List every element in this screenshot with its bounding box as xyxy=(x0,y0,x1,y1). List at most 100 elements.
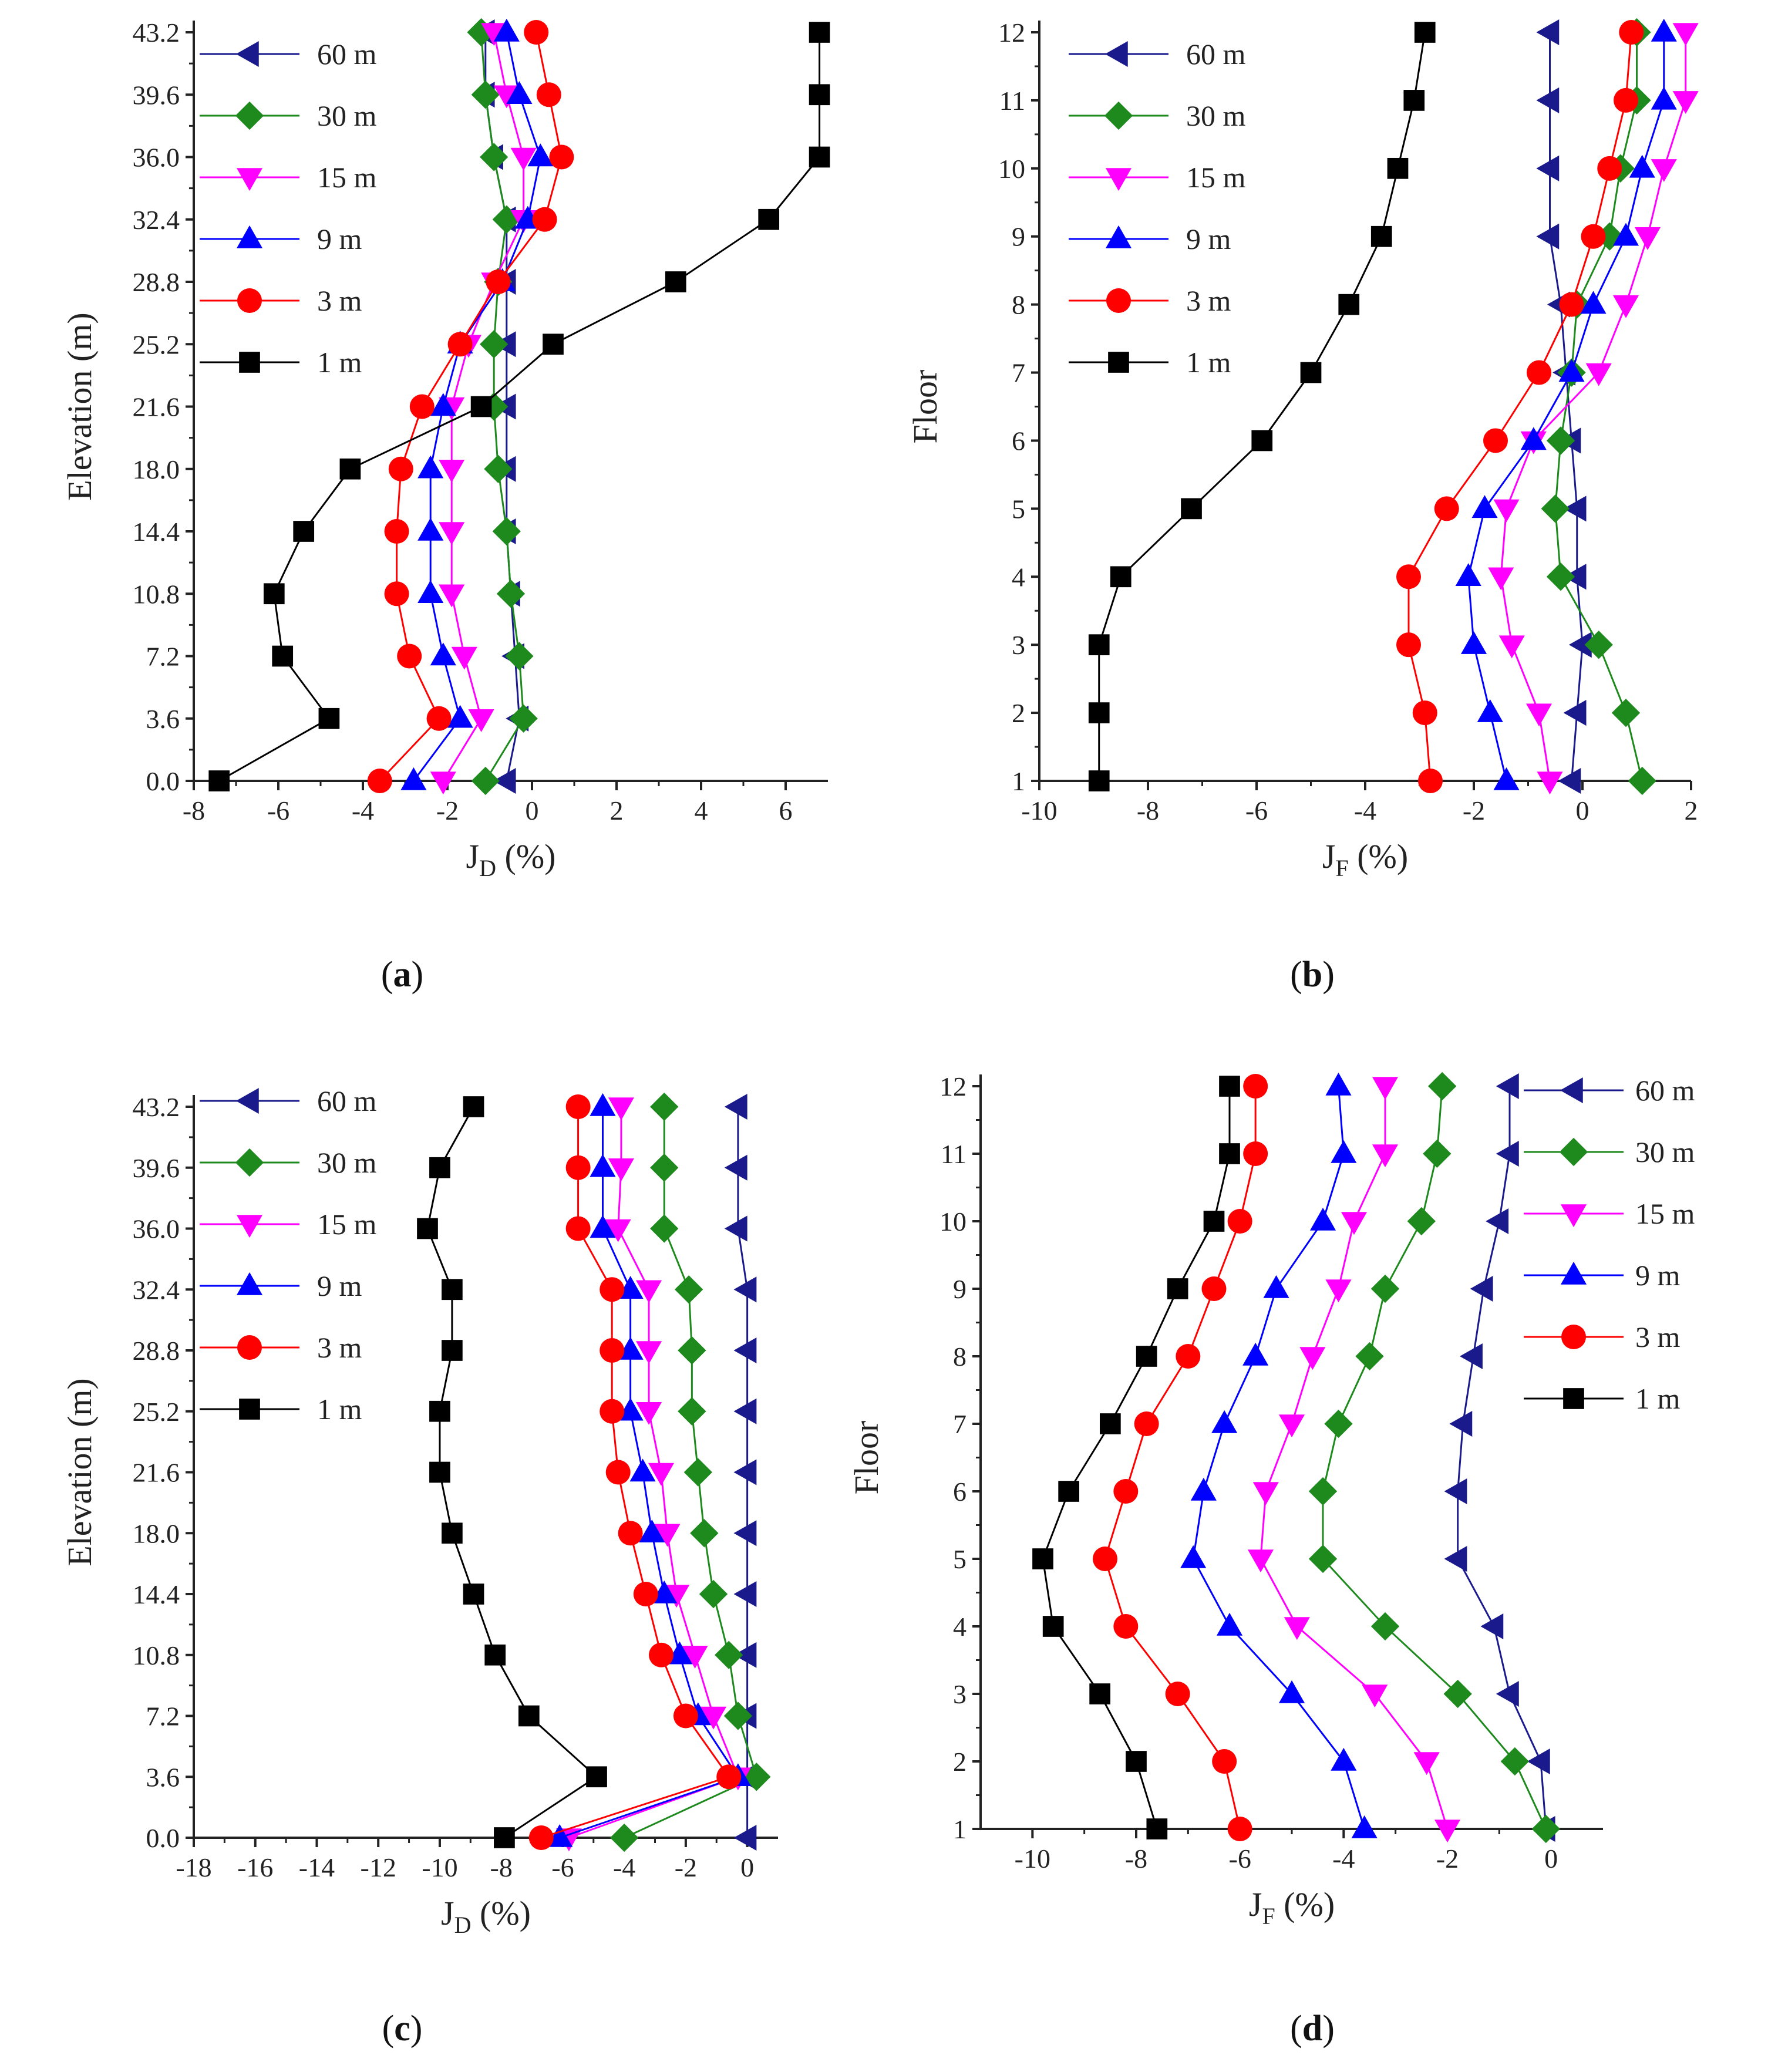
data-point xyxy=(1180,1545,1207,1568)
data-point xyxy=(1412,700,1437,726)
y-tick-label: 4 xyxy=(1012,562,1025,592)
y-tick-label: 0.0 xyxy=(146,766,180,796)
x-tick-label: -18 xyxy=(176,1852,211,1882)
data-point xyxy=(1619,20,1644,45)
data-point xyxy=(547,1824,573,1847)
legend-label: 3 m xyxy=(317,284,362,317)
legend-marker xyxy=(1105,225,1132,248)
y-tick-label: 36.0 xyxy=(133,143,180,173)
data-point xyxy=(1146,1818,1168,1839)
x-axis-label: JD (%) xyxy=(466,837,556,881)
data-point xyxy=(565,1155,591,1180)
series-line xyxy=(1457,1086,1547,1830)
data-point xyxy=(1477,699,1503,722)
data-point xyxy=(1520,427,1547,450)
data-point xyxy=(1176,1344,1201,1369)
data-point xyxy=(1536,155,1560,181)
series-line xyxy=(1098,32,1426,781)
data-point xyxy=(700,1706,727,1730)
data-point xyxy=(1370,1612,1400,1641)
data-point xyxy=(468,709,494,732)
data-point xyxy=(1219,1076,1240,1097)
data-point xyxy=(1212,1749,1237,1774)
x-tick-label: 4 xyxy=(695,796,708,826)
data-point xyxy=(1308,1544,1338,1574)
data-point xyxy=(1672,23,1699,46)
data-point xyxy=(318,707,340,729)
data-point xyxy=(608,1097,634,1121)
data-point xyxy=(1444,1545,1467,1572)
y-tick-label: 18.0 xyxy=(133,1518,180,1548)
data-point xyxy=(484,1644,506,1666)
data-point xyxy=(480,330,508,359)
series-3m xyxy=(1396,20,1644,793)
data-point xyxy=(1559,292,1584,317)
data-point xyxy=(639,1520,665,1542)
panel-caption: (c) xyxy=(382,2009,423,2049)
x-tick-label: -4 xyxy=(1332,1844,1355,1874)
series-line xyxy=(1322,1086,1547,1830)
data-point xyxy=(809,146,830,168)
y-tick-label: 39.6 xyxy=(133,80,180,110)
data-point xyxy=(417,455,444,479)
data-point xyxy=(650,1092,679,1121)
legend: 60 m 30 m 15 m 9 m 3 m 1 m xyxy=(1524,1074,1695,1415)
panel-caption: (d) xyxy=(1290,2009,1335,2049)
data-point xyxy=(649,1642,673,1667)
legend-marker xyxy=(1560,1261,1587,1285)
y-tick-label: 25.2 xyxy=(133,329,180,359)
data-point xyxy=(690,1519,719,1548)
data-point xyxy=(1498,635,1525,659)
data-point xyxy=(1370,225,1392,247)
data-point xyxy=(678,1397,706,1426)
series-30m xyxy=(1541,18,1656,796)
data-point xyxy=(1527,1748,1550,1775)
data-point xyxy=(666,1641,693,1665)
y-tick-label: 43.2 xyxy=(133,1092,180,1122)
x-axis-label-main: J xyxy=(466,837,480,875)
x-tick-label: -10 xyxy=(422,1852,457,1882)
data-point xyxy=(617,1397,644,1421)
data-point xyxy=(1284,1617,1310,1640)
data-point xyxy=(674,1275,703,1304)
data-point xyxy=(733,1337,757,1364)
data-point xyxy=(1324,1409,1353,1438)
data-point xyxy=(486,269,511,294)
y-tick-label: 10.8 xyxy=(133,579,180,609)
data-point xyxy=(1460,631,1487,654)
data-point xyxy=(1563,700,1587,726)
data-point xyxy=(1455,563,1481,587)
legend-label: 15 m xyxy=(317,161,377,194)
data-point xyxy=(733,1459,757,1485)
data-point xyxy=(524,20,549,45)
x-tick-label: -8 xyxy=(183,796,205,826)
data-point xyxy=(1634,227,1661,250)
legend-label: 1 m xyxy=(317,346,362,379)
legend-marker xyxy=(1563,1388,1584,1409)
legend-label: 30 m xyxy=(1635,1136,1695,1168)
x-tick-label: -2 xyxy=(1436,1844,1459,1874)
data-point xyxy=(1480,1613,1504,1640)
data-point xyxy=(565,1216,591,1241)
data-point xyxy=(388,456,413,481)
series-line xyxy=(379,32,563,782)
data-point xyxy=(1628,766,1656,796)
data-point xyxy=(1088,702,1110,723)
x-axis-label-main: J xyxy=(441,1894,454,1932)
data-point xyxy=(494,1827,515,1848)
data-point xyxy=(1403,90,1425,111)
y-tick-label: 9 xyxy=(1012,222,1025,252)
panel-c: 0.0 3.6 7.2 10.8 14.4 18.0 21.6 25.2 28.8 32.4 36.… xyxy=(60,1084,778,2049)
x-axis-label-main: J xyxy=(1249,1885,1262,1923)
data-point xyxy=(384,581,409,607)
legend: 60 m 30 m 15 m 9 m 3 m 1 m xyxy=(200,38,377,379)
data-point xyxy=(565,1094,591,1119)
data-point xyxy=(463,1584,484,1605)
data-point xyxy=(1216,1612,1243,1636)
data-point xyxy=(1211,1410,1238,1433)
data-point xyxy=(1093,1547,1117,1571)
data-point xyxy=(1434,1820,1461,1843)
x-tick-label: -8 xyxy=(1137,796,1159,826)
